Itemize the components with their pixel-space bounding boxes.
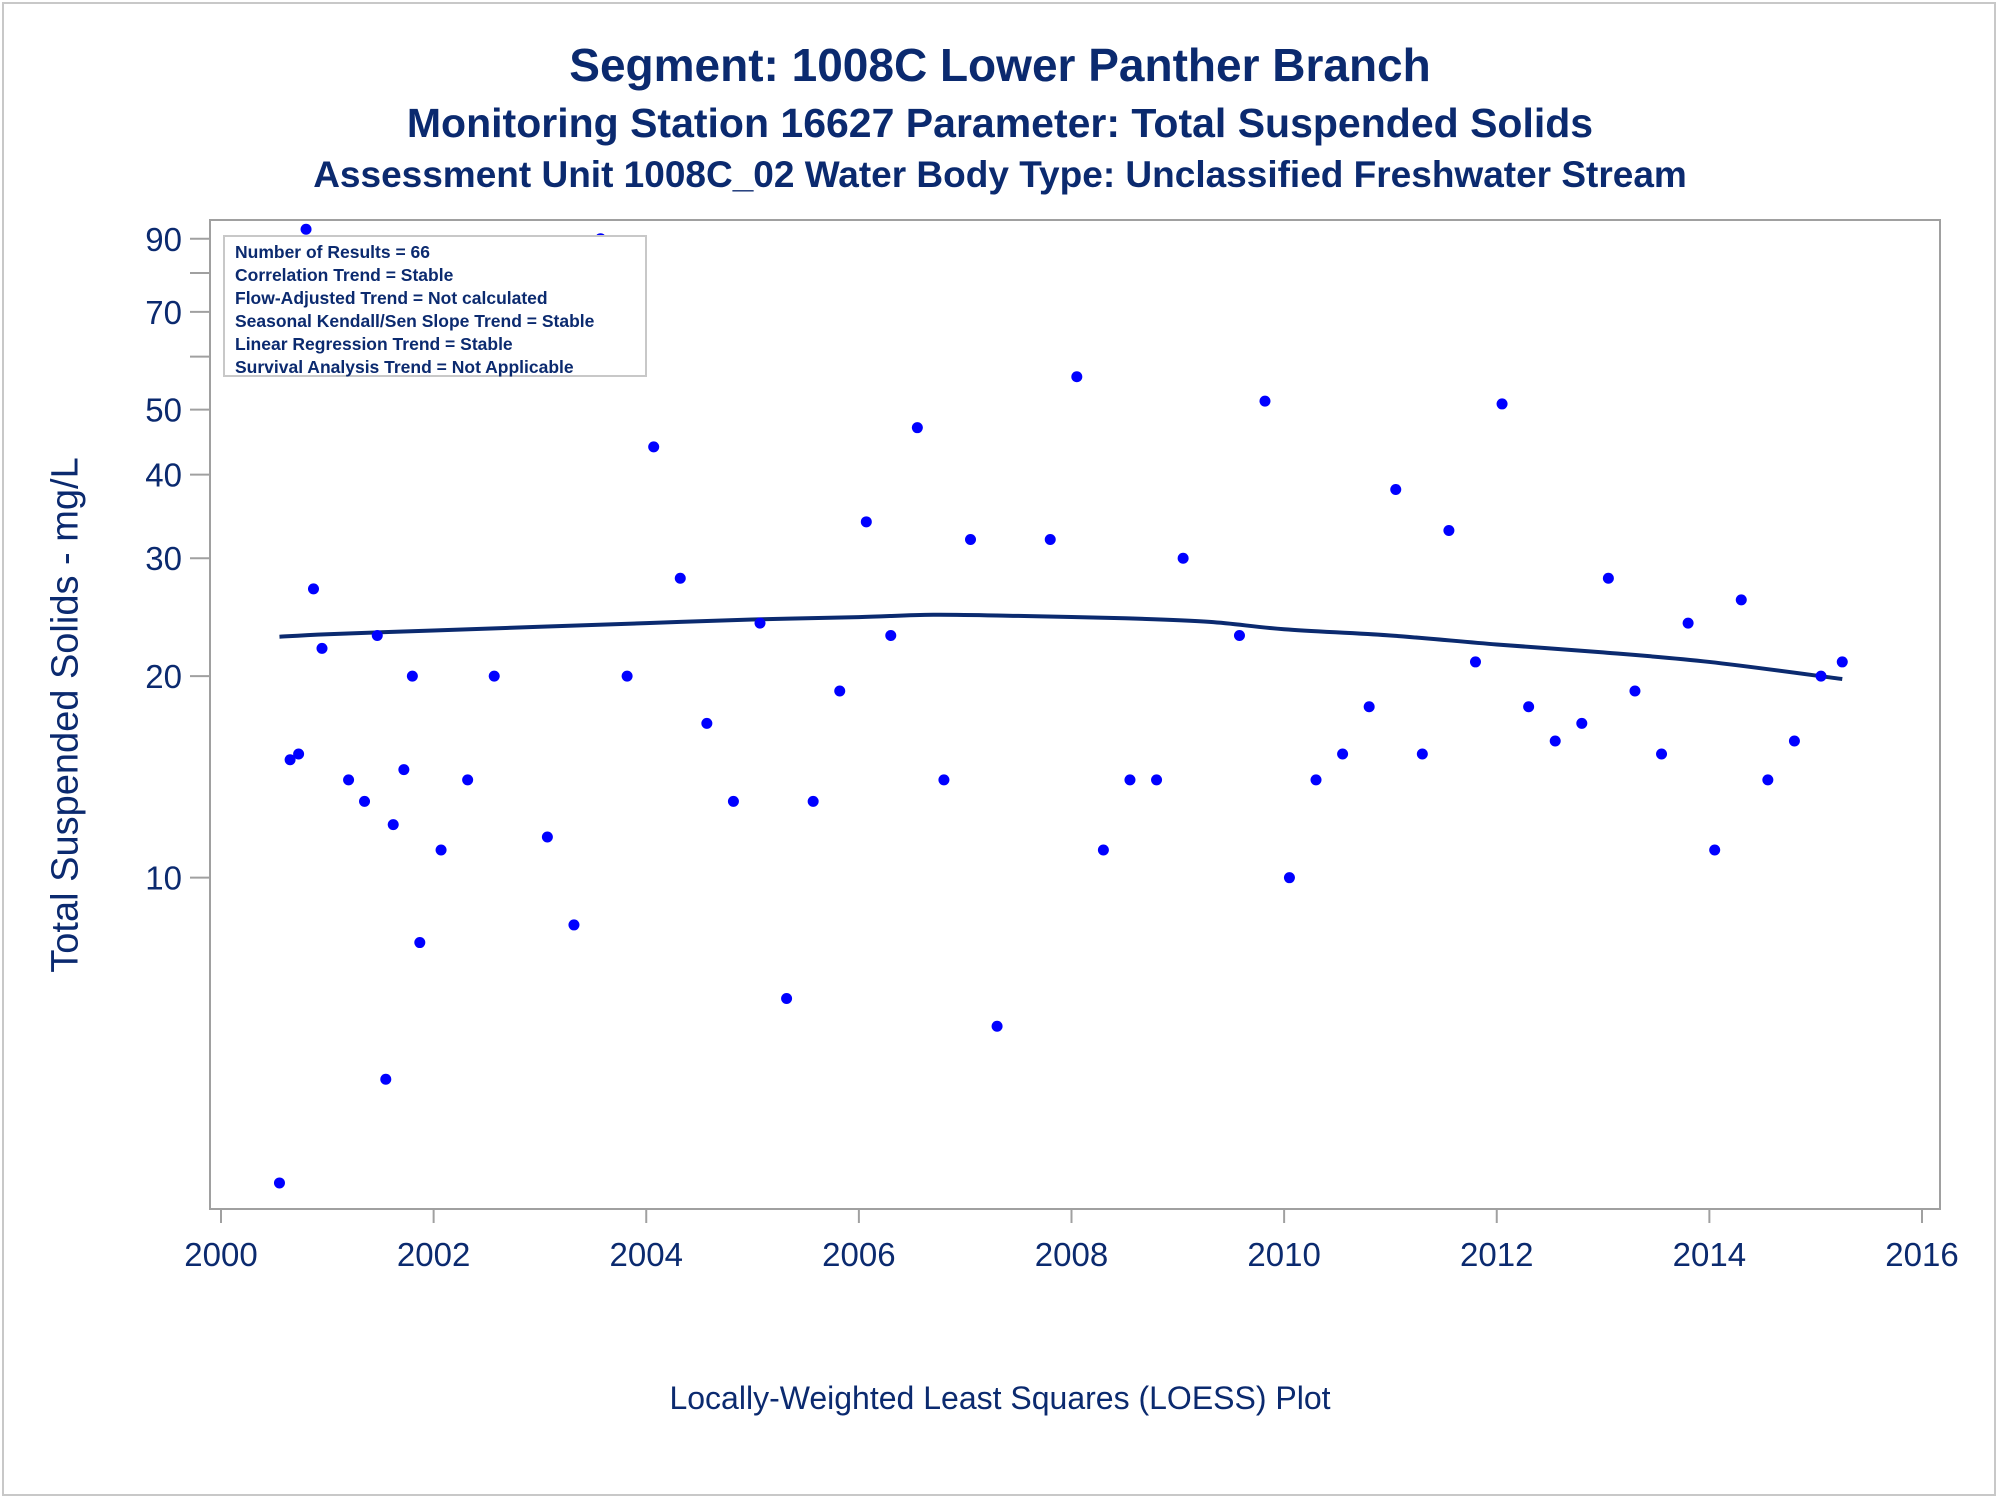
data-point	[380, 1073, 392, 1085]
data-point	[1682, 617, 1694, 629]
trend-legend: Number of Results = 66 Correlation Trend…	[223, 235, 647, 377]
x-tick-label: 2014	[1673, 1236, 1746, 1273]
data-point	[284, 754, 296, 766]
y-tick-label: 10	[145, 860, 182, 897]
x-tick-label: 2000	[184, 1236, 257, 1273]
data-point	[1097, 844, 1109, 856]
data-point	[1549, 735, 1561, 747]
data-point	[1233, 629, 1245, 641]
data-point	[1523, 701, 1535, 713]
data-point	[1044, 533, 1056, 545]
data-point	[1469, 656, 1481, 668]
y-tick-label: 30	[145, 540, 182, 577]
data-point	[359, 795, 371, 807]
data-point	[834, 685, 846, 697]
loess-trend-line	[279, 612, 1843, 682]
chart-footer: Locally-Weighted Least Squares (LOESS) P…	[669, 1380, 1331, 1416]
data-point	[1177, 552, 1189, 564]
legend-correlation-trend: Correlation Trend = Stable	[235, 265, 454, 285]
y-tick-label: 40	[145, 457, 182, 494]
legend-number-of-results: Number of Results = 66	[235, 242, 430, 262]
data-point	[293, 748, 305, 760]
data-point	[541, 831, 553, 843]
x-tick-label: 2010	[1247, 1236, 1320, 1273]
x-tick-label: 2008	[1035, 1236, 1108, 1273]
data-point	[860, 516, 872, 528]
legend-survival-analysis-trend: Survival Analysis Trend = Not Applicable	[235, 357, 574, 377]
data-point	[316, 642, 328, 654]
data-point	[568, 919, 580, 931]
x-tick-label: 2012	[1460, 1236, 1533, 1273]
data-point	[727, 795, 739, 807]
data-point	[1363, 701, 1375, 713]
data-point	[1283, 872, 1295, 884]
data-point	[300, 223, 312, 235]
data-point	[621, 670, 633, 682]
x-tick-label: 2004	[610, 1236, 683, 1273]
data-point	[1815, 670, 1827, 682]
data-point	[1788, 735, 1800, 747]
data-point	[462, 774, 474, 786]
data-point	[1259, 395, 1271, 407]
data-point	[398, 764, 410, 776]
data-point	[488, 670, 500, 682]
legend-seasonal-kendall-trend: Seasonal Kendall/Sen Slope Trend = Stabl…	[235, 311, 595, 331]
data-point	[1709, 844, 1721, 856]
data-point	[754, 617, 766, 629]
y-tick-label: 50	[145, 392, 182, 429]
data-point	[414, 937, 426, 949]
chart-subtitle-station: Monitoring Station 16627 Parameter: Tota…	[406, 100, 1594, 146]
data-point	[1602, 572, 1614, 584]
data-point	[885, 629, 897, 641]
data-point	[938, 774, 950, 786]
data-point	[435, 844, 447, 856]
data-point	[1071, 371, 1083, 383]
data-point	[1390, 483, 1402, 495]
data-point	[1124, 774, 1136, 786]
data-point	[1151, 774, 1163, 786]
data-point	[1337, 748, 1349, 760]
data-point	[1496, 398, 1508, 410]
x-tick-label: 2016	[1885, 1236, 1958, 1273]
data-point	[1416, 748, 1428, 760]
data-point	[1443, 525, 1455, 537]
data-point	[406, 670, 418, 682]
data-point	[1310, 774, 1322, 786]
data-point	[1576, 717, 1588, 729]
data-point	[648, 441, 660, 453]
legend-linear-regression-trend: Linear Regression Trend = Stable	[235, 334, 513, 354]
y-tick-label: 90	[145, 221, 182, 258]
data-point	[1629, 685, 1641, 697]
x-tick-label: 2002	[397, 1236, 470, 1273]
data-point	[807, 795, 819, 807]
chart-subtitle-assessment: Assessment Unit 1008C_02 Water Body Type…	[313, 154, 1687, 195]
data-point	[273, 1177, 285, 1189]
data-point	[674, 572, 686, 584]
data-point	[965, 533, 977, 545]
x-tick-label: 2006	[822, 1236, 895, 1273]
y-axis-label: Total Suspended Solids - mg/L	[44, 457, 87, 973]
data-point	[1836, 656, 1848, 668]
data-point	[1656, 748, 1668, 760]
data-point	[991, 1020, 1003, 1032]
data-point	[343, 774, 355, 786]
data-point	[387, 819, 399, 831]
y-tick-label: 70	[145, 294, 182, 331]
data-point	[307, 583, 319, 595]
data-point	[371, 629, 383, 641]
y-tick-label: 20	[145, 658, 182, 695]
data-point	[1735, 594, 1747, 606]
chart-title: Segment: 1008C Lower Panther Branch	[569, 39, 1431, 91]
data-point	[781, 992, 793, 1004]
data-point	[701, 717, 713, 729]
legend-flow-adjusted-trend: Flow-Adjusted Trend = Not calculated	[235, 288, 548, 308]
data-point	[911, 422, 923, 434]
data-point	[1762, 774, 1774, 786]
